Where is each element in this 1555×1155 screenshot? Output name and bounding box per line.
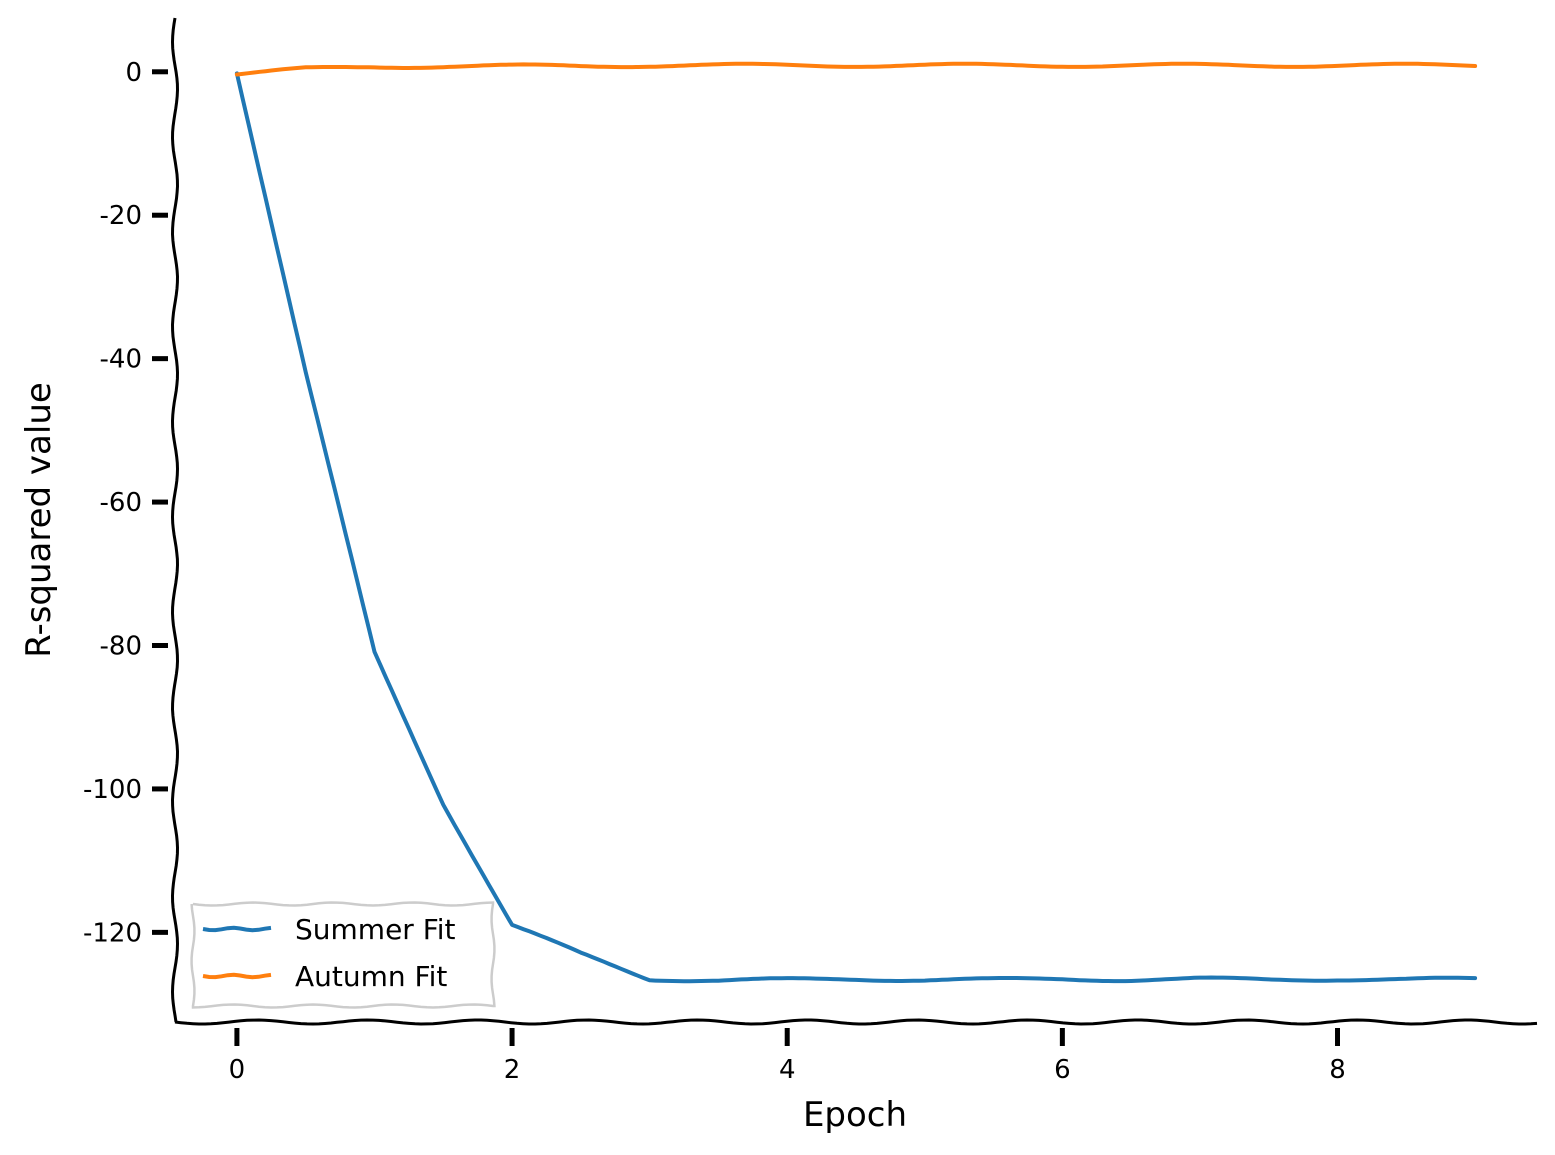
y-tick-label: 0: [125, 58, 142, 88]
ticks: 0 -20 -40 -60 -80 -100 -120 0 2 4 6 8: [83, 58, 1346, 1085]
x-axis-label: Epoch: [803, 1095, 907, 1135]
x-tick-label: 8: [1329, 1055, 1346, 1085]
y-tick-label: -100: [83, 775, 142, 805]
series-line-autumn-fit: [234, 61, 1478, 77]
x-tick-label: 0: [229, 1055, 246, 1085]
y-axis-line: [170, 17, 180, 1023]
x-tick-label: 4: [779, 1055, 796, 1085]
legend: Summer Fit Autumn Fit: [190, 901, 496, 1009]
y-tick-label: -60: [100, 488, 142, 518]
axes: [170, 17, 1538, 1026]
y-tick-label: -120: [83, 918, 142, 948]
series-line-summer-fit: [234, 71, 1478, 984]
legend-swatch: [202, 925, 272, 933]
y-axis-label: R-squared value: [19, 382, 59, 658]
y-tick-label: -40: [100, 345, 142, 375]
legend-swatch: [202, 972, 272, 980]
x-tick-label: 6: [1054, 1055, 1071, 1085]
x-axis-line: [174, 1018, 1538, 1026]
series-lines: [234, 61, 1478, 984]
x-tick-label: 2: [504, 1055, 521, 1085]
y-tick-label: -20: [100, 201, 142, 231]
legend-label: Autumn Fit: [295, 960, 447, 993]
y-tick-label: -80: [100, 632, 142, 662]
legend-label: Summer Fit: [295, 913, 456, 946]
